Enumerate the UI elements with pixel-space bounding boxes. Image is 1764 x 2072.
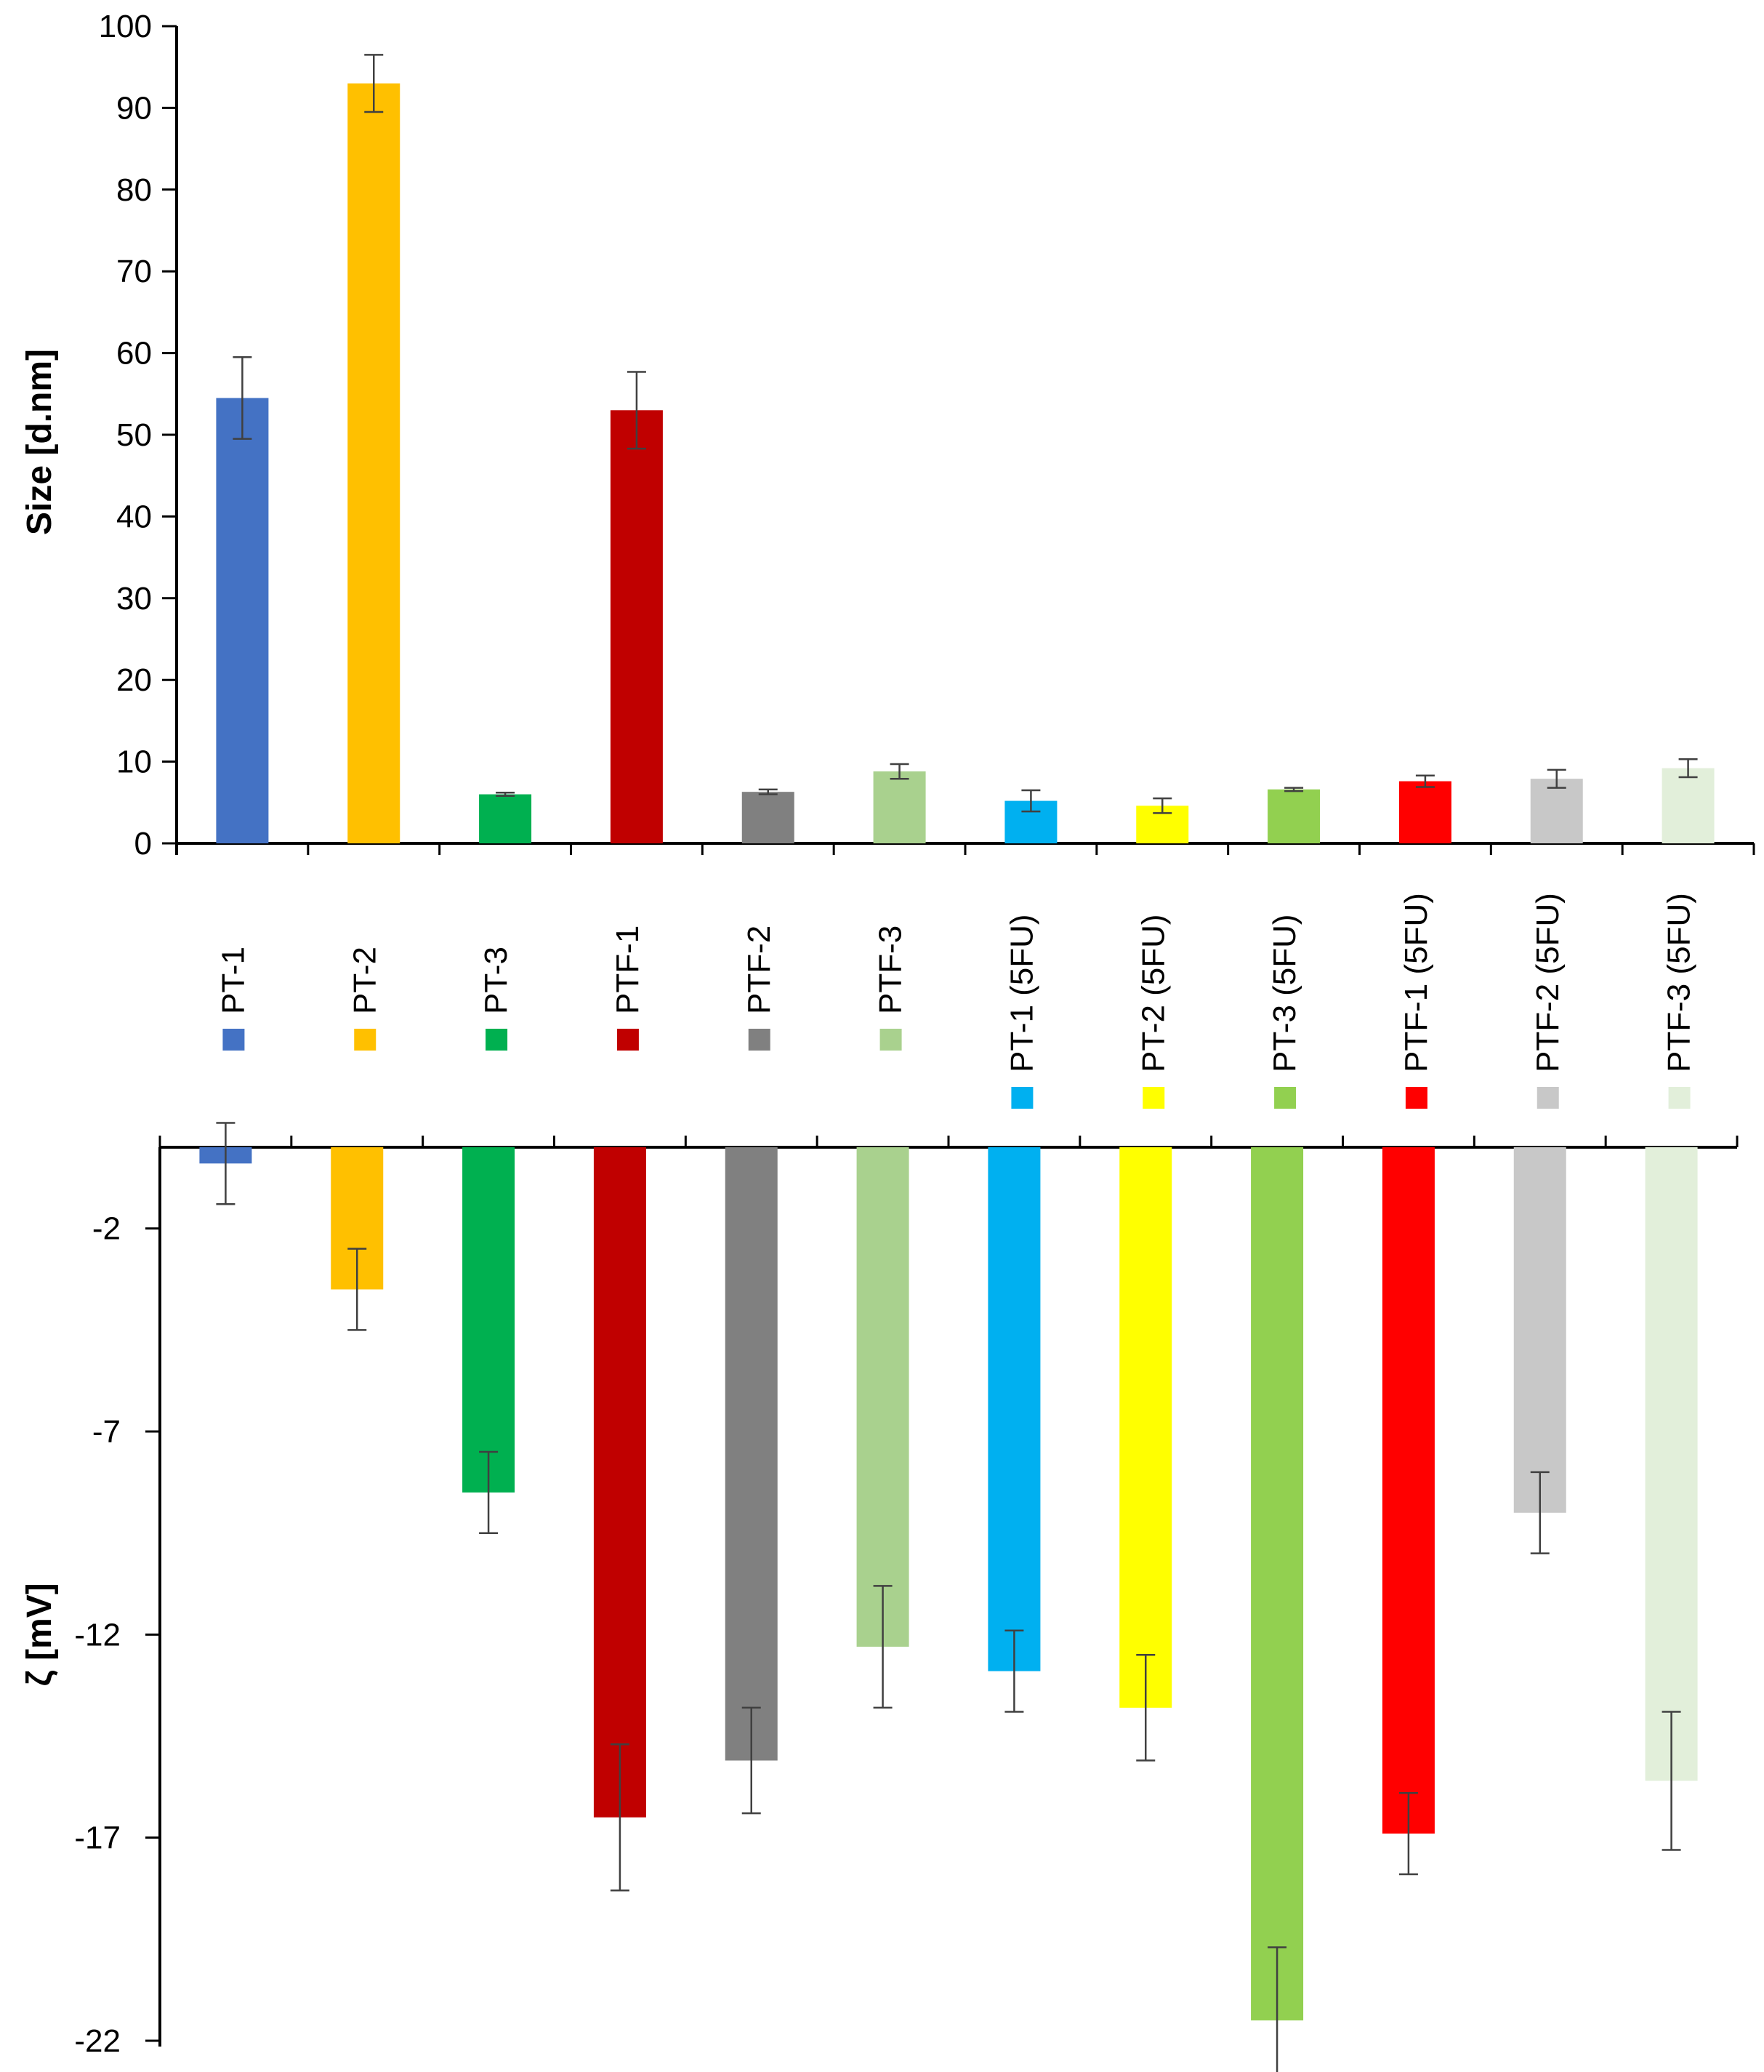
zeta-error-bar-ptf-1 (610, 1743, 629, 1892)
legend-swatch-pt-2 (354, 1029, 376, 1051)
legend-swatch-ptf-2 (748, 1029, 770, 1051)
zeta-bar-pt-3-5fu (1251, 1147, 1304, 2021)
size-error-bar-ptf-3-5fu (1678, 758, 1698, 779)
size-bar-pt-1 (216, 398, 269, 843)
category-label-pt-1: PT-1 (215, 947, 251, 1014)
size-bar-ptf-2-5fu (1530, 779, 1583, 843)
legend-swatch-pt-3 (486, 1029, 508, 1051)
legend-swatch-pt-3-5fu (1274, 1087, 1297, 1109)
zeta-error-bar-pt-2 (347, 1248, 367, 1331)
zeta-bar-ptf-3 (856, 1147, 909, 1647)
legend-swatch-pt-1-5fu (1011, 1087, 1034, 1109)
legend-swatch-ptf-2-5fu (1537, 1087, 1559, 1109)
zeta-bar-ptf-2 (725, 1147, 778, 1761)
size-bar-ptf-1 (610, 410, 663, 843)
zeta-error-bar-ptf-2-5fu (1530, 1471, 1550, 1554)
size-y-tick-label: 10 (116, 744, 152, 780)
category-label-ptf-3-5fu: PTF-3 (5FU) (1662, 893, 1697, 1072)
category-label-ptf-2: PTF-2 (741, 925, 777, 1014)
zeta-y-tick-label: -7 (92, 1414, 121, 1450)
zeta-y-tick-label: -12 (74, 1617, 121, 1653)
size-chart: 0 10 20 30 40 50 60 70 80 90 100 Size [d.nm] (20, 9, 1755, 862)
category-label-pt-1-5fu: PT-1 (5FU) (1004, 914, 1039, 1072)
legend-swatch-ptf-1 (616, 1029, 639, 1051)
size-error-bar-pt-1 (233, 356, 252, 440)
size-error-bar-ptf-2 (758, 788, 778, 795)
zeta-bar-pt-3 (462, 1147, 515, 1493)
zeta-error-bar-pt-3-5fu (1268, 1946, 1287, 2072)
size-y-tick-label: 30 (116, 581, 152, 617)
zeta-error-bar-ptf-1-5fu (1398, 1791, 1418, 1876)
category-label-pt-2-5fu: PT-2 (5FU) (1135, 914, 1171, 1072)
size-bar-ptf-2 (741, 792, 794, 843)
zeta-y-tick-label: -2 (92, 1211, 121, 1247)
zeta-bar-pt-2-5fu (1119, 1147, 1172, 1708)
size-error-bar-pt-3 (496, 792, 515, 798)
size-y-tick-label: 80 (116, 172, 152, 208)
zeta-error-bar-ptf-3-5fu (1662, 1711, 1681, 1851)
zeta-error-bar-ptf-3 (873, 1585, 893, 1709)
size-error-bar-pt-2 (364, 54, 384, 113)
size-error-bar-pt-3-5fu (1284, 787, 1304, 792)
size-bar-ptf-1-5fu (1398, 781, 1451, 843)
size-error-bar-ptf-2-5fu (1547, 768, 1566, 789)
size-bar-pt-3-5fu (1268, 789, 1321, 843)
category-label-ptf-3: PTF-3 (873, 925, 909, 1014)
size-error-bar-pt-1-5fu (1021, 789, 1041, 813)
size-bar-pt-3 (479, 794, 532, 843)
zeta-error-bar-pt-1 (216, 1122, 235, 1205)
legend-swatch-ptf-3 (879, 1029, 902, 1051)
legend-swatch-ptf-3-5fu (1668, 1087, 1691, 1109)
zeta-bar-ptf-1-5fu (1382, 1147, 1435, 1834)
legend-swatch-ptf-1-5fu (1405, 1087, 1427, 1109)
zeta-bar-ptf-3-5fu (1645, 1147, 1698, 1781)
size-bar-pt-2 (347, 83, 400, 843)
category-label-pt-3: PT-3 (478, 947, 514, 1014)
zeta-error-bar-pt-3 (479, 1450, 499, 1534)
size-error-bar-ptf-1 (627, 371, 646, 450)
size-y-tick-label: 100 (99, 9, 152, 44)
size-y-tick-label: 20 (116, 662, 152, 698)
zeta-error-bar-pt-2-5fu (1136, 1654, 1156, 1762)
size-y-axis-title: Size [d.nm] (20, 349, 59, 535)
category-label-ptf-2-5fu: PTF-2 (5FU) (1530, 893, 1566, 1072)
size-bar-ptf-3 (873, 771, 926, 843)
zeta-error-bar-pt-1-5fu (1004, 1629, 1024, 1713)
category-label-pt-2: PT-2 (347, 947, 382, 1014)
size-y-tick-label: 0 (134, 826, 152, 862)
zeta-y-tick-label: -17 (74, 1820, 121, 1856)
category-label-pt-3-5fu: PT-3 (5FU) (1267, 914, 1302, 1072)
category-label-ptf-1: PTF-1 (610, 925, 645, 1014)
zeta-error-bar-ptf-2 (741, 1706, 761, 1815)
size-y-tick-label: 50 (116, 417, 152, 453)
zeta-y-axis-title: ζ [mV] (20, 1583, 59, 1686)
size-error-bar-ptf-3 (890, 763, 909, 780)
size-error-bar-ptf-1-5fu (1415, 774, 1435, 788)
category-labels: PT-1 PT-2 PT-3 PTF-1 PTF-2 PTF-3 PT-1 (5FU) PT-… (215, 893, 1697, 1109)
legend-swatch-pt-2-5fu (1143, 1087, 1165, 1109)
category-label-ptf-1-5fu: PTF-1 (5FU) (1398, 893, 1434, 1072)
size-error-bar-pt-2-5fu (1153, 797, 1172, 814)
size-y-tick-label: 40 (116, 499, 152, 534)
size-y-tick-label: 90 (116, 90, 152, 126)
zeta-bar-pt-1-5fu (988, 1147, 1041, 1671)
zeta-y-tick-label: -22 (74, 2023, 121, 2059)
zeta-bar-ptf-2-5fu (1513, 1147, 1566, 1513)
size-bar-ptf-3-5fu (1662, 768, 1715, 843)
zeta-chart: -2 -7 -12 -17 -22 ζ [mV] (20, 1122, 1739, 2072)
zeta-bar-ptf-1 (593, 1147, 646, 1818)
size-y-tick-label: 60 (116, 336, 152, 372)
legend-swatch-pt-1 (222, 1029, 245, 1051)
size-y-tick-label: 70 (116, 254, 152, 289)
